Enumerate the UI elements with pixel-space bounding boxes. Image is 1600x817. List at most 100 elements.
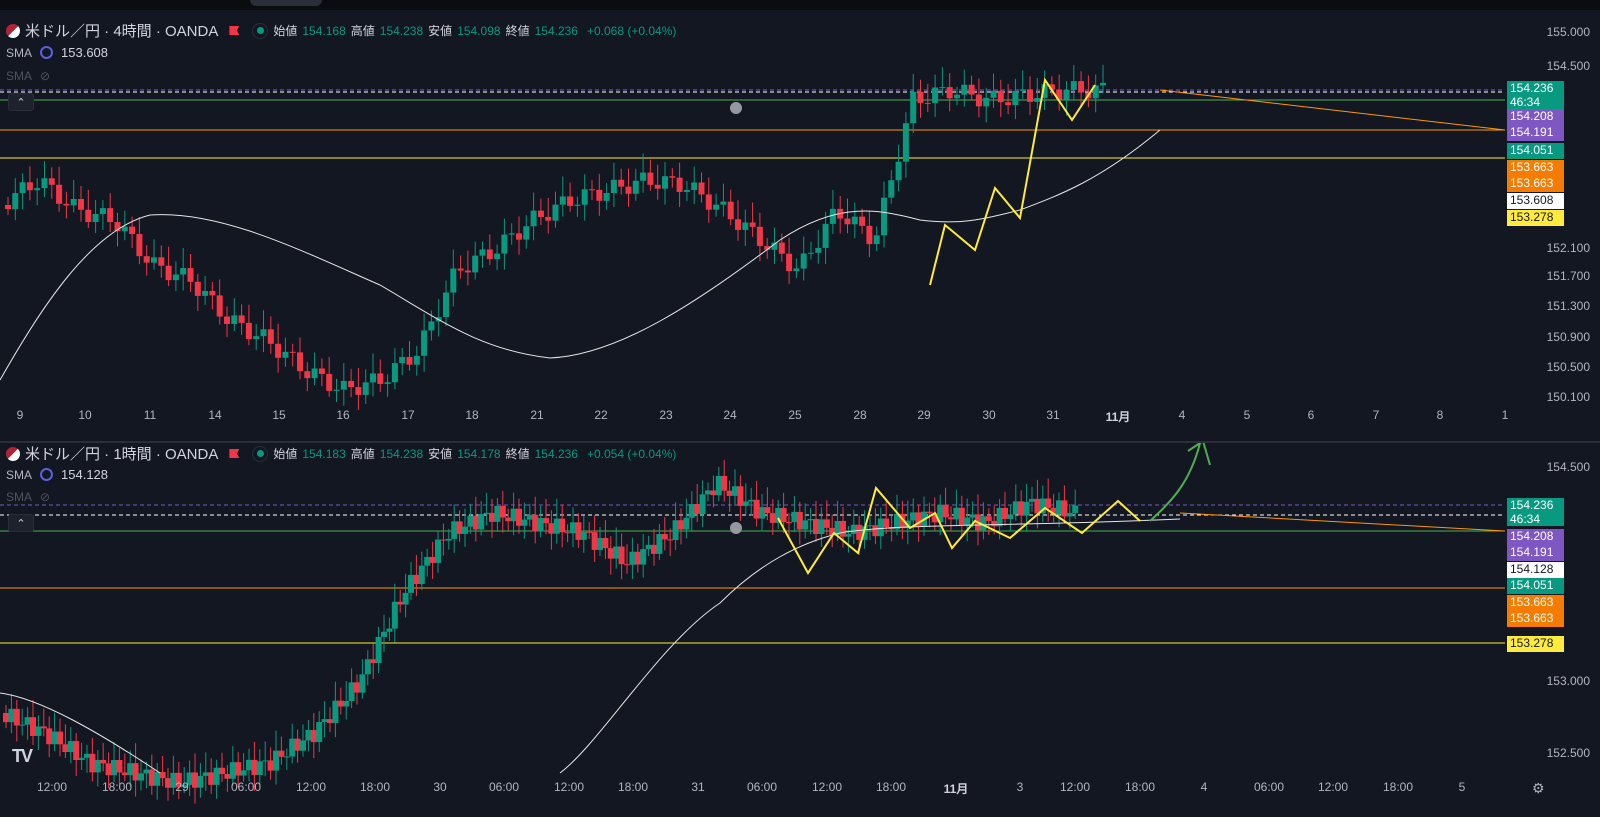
candle-body (5, 205, 11, 210)
candle-body (581, 189, 588, 205)
high-value: 154.238 (379, 446, 424, 461)
candle-body (472, 255, 479, 273)
price-tag-purple: 154.191 (1507, 125, 1564, 141)
time-label: 9 (16, 408, 24, 422)
sma-hidden-legend[interactable]: SMA ⊘ (6, 69, 50, 83)
candle-body (494, 253, 501, 260)
candle-body (479, 249, 486, 256)
price-tick: 154.500 (1546, 59, 1590, 73)
candle-body (786, 522, 792, 524)
candle-body (748, 499, 755, 502)
candle-body (138, 773, 144, 781)
candle-body (953, 507, 960, 520)
collapse-icon[interactable]: ⌃ (8, 514, 34, 532)
candle-body (822, 223, 829, 248)
candle-body (591, 532, 598, 550)
candle-body (942, 504, 949, 518)
candle-body (632, 180, 639, 194)
candle-body (510, 508, 517, 522)
price-axis-1h[interactable]: 154.500 153.000 152.500 (1505, 443, 1600, 817)
candle-body (985, 516, 992, 521)
candle-body (553, 518, 560, 534)
candle-body (937, 504, 944, 523)
candle-body (348, 682, 355, 702)
eye-off-icon[interactable]: ⊘ (40, 69, 51, 83)
chart-pane-4h[interactable]: 米ドル／円 · 4時間 · OANDA 始値 154.168 高値 154.238 … (0, 10, 1600, 442)
trend-line (1179, 512, 1506, 532)
high-label: 高値 (350, 447, 375, 461)
candle-body (456, 521, 463, 534)
time-label: 12:00 (295, 780, 327, 794)
pane-separator[interactable] (0, 441, 1600, 443)
symbol-title-1h[interactable]: 米ドル／円 · 1時間 · OANDA (25, 446, 219, 463)
candle-body (30, 717, 36, 736)
candle-body (629, 551, 636, 565)
candle-body (127, 763, 134, 776)
candle-body (136, 234, 143, 257)
eye-off-icon[interactable]: ⊘ (40, 490, 51, 504)
price-tag-purple: 154.191 (1507, 545, 1564, 561)
candle-body (815, 247, 822, 253)
candle-body (165, 778, 171, 788)
tradingview-logo[interactable]: TV (12, 746, 33, 766)
candle-body (100, 759, 107, 764)
price-axis-4h[interactable]: 155.000 154.500 152.100 151.700 151.300 150.9… (1505, 10, 1600, 442)
candle-body (12, 193, 19, 210)
candle-body (1072, 505, 1079, 513)
price-tag-green: 154.236 46:34 (1507, 81, 1564, 109)
candle-body (464, 270, 471, 273)
candle-body (219, 767, 225, 775)
candle-body (931, 513, 938, 523)
candle-body (829, 527, 836, 536)
candle-body (406, 356, 413, 365)
sma-hidden-legend-1h[interactable]: SMA ⊘ (6, 490, 50, 504)
candle-body (997, 90, 1004, 103)
time-label: 18:00 (101, 780, 133, 794)
candle-body (672, 520, 679, 541)
candle-body (391, 601, 398, 629)
chart-pane-1h[interactable]: 米ドル／円 · 1時間 · OANDA 始値 154.183 高値 154.238 … (0, 443, 1600, 817)
collapse-icon[interactable]: ⌃ (8, 93, 34, 111)
time-label: 12:00 (36, 780, 68, 794)
chart-canvas-4h[interactable] (0, 10, 1600, 442)
flag-marker-icon[interactable] (229, 26, 240, 35)
candle-body (111, 760, 117, 776)
candle-body (435, 539, 441, 563)
candle-body (26, 182, 33, 191)
candle-body (73, 741, 80, 761)
candle-body (564, 532, 571, 534)
candle-body (983, 97, 990, 107)
candle-body (530, 210, 537, 227)
symbol-title[interactable]: 米ドル／円 · 4時間 · OANDA (25, 23, 219, 40)
candle-body (735, 219, 741, 230)
candle-body (300, 740, 306, 751)
candle-body (829, 208, 836, 224)
candle-body (151, 257, 157, 263)
sma-legend-1h[interactable]: SMA 154.128 (6, 467, 108, 482)
time-label: 14 (208, 408, 222, 422)
candle-body (92, 213, 99, 223)
candle-body (545, 216, 552, 221)
candle-body (771, 242, 778, 250)
chart-canvas-1h[interactable] (0, 443, 1600, 817)
sma-source-icon[interactable] (40, 46, 54, 59)
candle-body (589, 189, 595, 191)
settings-icon[interactable]: ⚙ (1532, 780, 1545, 796)
candle-body (355, 387, 362, 395)
time-label: 5 (1243, 408, 1251, 422)
candle-body (715, 475, 722, 496)
candle-body (1019, 89, 1026, 91)
sma-source-icon[interactable] (40, 468, 54, 481)
close-value: 154.236 (534, 23, 578, 38)
candle-body (386, 628, 393, 632)
high-label: 高値 (350, 24, 375, 38)
flag-marker-icon[interactable] (229, 449, 240, 458)
candle-body (737, 486, 744, 506)
candle-body (570, 522, 576, 534)
candle-body (867, 525, 873, 527)
candle-body (421, 330, 428, 356)
candle-body (980, 516, 987, 531)
sma-legend[interactable]: SMA 153.608 (6, 45, 108, 60)
candle-body (499, 505, 506, 518)
top-tab[interactable] (250, 0, 322, 6)
